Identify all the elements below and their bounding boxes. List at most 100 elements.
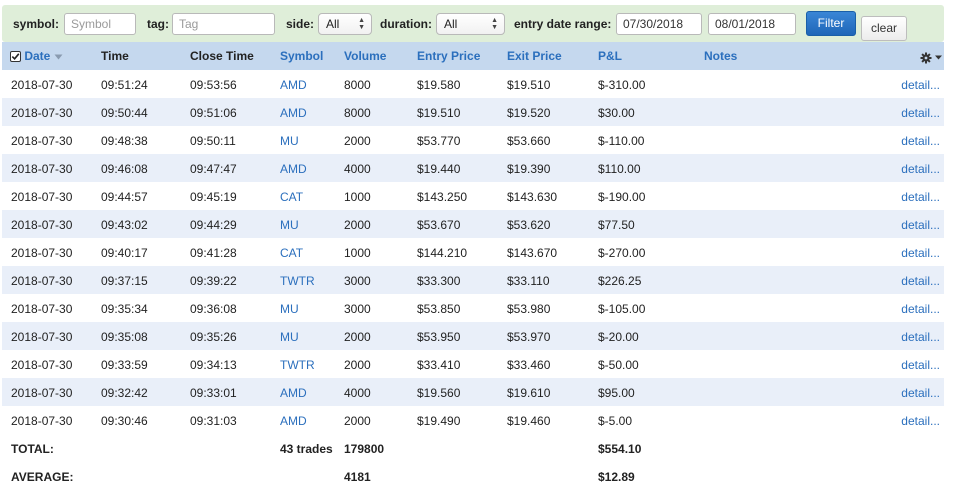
- date-cell: 2018-07-30: [11, 78, 73, 92]
- symbol-filter-input[interactable]: [64, 13, 136, 35]
- detail-link[interactable]: detail...: [901, 134, 940, 148]
- average-label: AVERAGE:: [11, 470, 74, 484]
- pl-cell: $226.25: [598, 274, 642, 288]
- volume-cell: 3000: [344, 302, 371, 316]
- entry-price-cell: $53.950: [417, 330, 461, 344]
- close-time-cell: 09:45:19: [190, 190, 237, 204]
- close-time-cell: 09:31:03: [190, 414, 237, 428]
- detail-link[interactable]: detail...: [901, 302, 940, 316]
- table-row: 2018-07-30 09:32:42 09:33:01 AMD 4000 $19.560…: [2, 378, 944, 406]
- time-cell: 09:30:46: [101, 414, 148, 428]
- time-cell: 09:37:15: [101, 274, 148, 288]
- duration-filter-label: duration:: [380, 17, 432, 31]
- volume-cell: 3000: [344, 274, 371, 288]
- entry-price-cell: $19.440: [417, 162, 461, 176]
- total-volume: 179800: [344, 442, 385, 456]
- table-row: 2018-07-30 09:46:08 09:47:47 AMD 4000 $19.440…: [2, 154, 944, 182]
- detail-link[interactable]: detail...: [901, 190, 940, 204]
- symbol-link[interactable]: AMD: [280, 386, 307, 400]
- symbol-link[interactable]: MU: [280, 302, 299, 316]
- exit-price-cell: $53.970: [507, 330, 551, 344]
- date-cell: 2018-07-30: [11, 162, 73, 176]
- clear-button[interactable]: clear: [861, 16, 907, 41]
- table-row: 2018-07-30 09:35:08 09:35:26 MU 2000 $53.950 $…: [2, 322, 944, 350]
- time-cell: 09:51:24: [101, 78, 148, 92]
- caret-down-icon[interactable]: [935, 55, 943, 60]
- time-cell: 09:40:17: [101, 246, 148, 260]
- entry-price-cell: $19.490: [417, 414, 461, 428]
- side-select[interactable]: All ▲ ▼: [318, 13, 372, 35]
- symbol-filter-label: symbol:: [13, 17, 60, 31]
- date-cell: 2018-07-30: [11, 218, 73, 232]
- date-cell: 2018-07-30: [11, 274, 73, 288]
- date-from-input[interactable]: [616, 13, 702, 35]
- symbol-link[interactable]: TWTR: [280, 358, 315, 372]
- entry-price-cell: $19.560: [417, 386, 461, 400]
- tag-filter-input[interactable]: [172, 13, 275, 35]
- exit-price-cell: $53.620: [507, 218, 551, 232]
- symbol-link[interactable]: AMD: [280, 78, 307, 92]
- date-to-input[interactable]: [708, 13, 796, 35]
- close-time-cell: 09:51:06: [190, 106, 237, 120]
- entry-price-cell: $53.850: [417, 302, 461, 316]
- symbol-link[interactable]: AMD: [280, 162, 307, 176]
- date-cell: 2018-07-30: [11, 330, 73, 344]
- exit-price-cell: $53.660: [507, 134, 551, 148]
- symbol-link[interactable]: MU: [280, 134, 299, 148]
- pl-cell: $110.00: [598, 162, 641, 176]
- average-pl: $12.89: [598, 470, 635, 484]
- detail-link[interactable]: detail...: [901, 162, 940, 176]
- detail-link[interactable]: detail...: [901, 274, 940, 288]
- date-cell: 2018-07-30: [11, 106, 73, 120]
- symbol-link[interactable]: TWTR: [280, 274, 315, 288]
- symbol-link[interactable]: CAT: [280, 246, 304, 260]
- pl-cell: $30.00: [598, 106, 635, 120]
- date-column-header[interactable]: Date: [10, 49, 63, 63]
- gear-icon[interactable]: [920, 52, 932, 64]
- column-settings-menu[interactable]: [920, 50, 943, 64]
- detail-link[interactable]: detail...: [901, 78, 940, 92]
- checkbox-checked-icon[interactable]: [10, 51, 21, 63]
- duration-select[interactable]: All ▲ ▼: [436, 13, 505, 35]
- sort-down-icon[interactable]: [54, 54, 63, 60]
- symbol-link[interactable]: AMD: [280, 106, 307, 120]
- pl-cell: $-310.00: [598, 78, 646, 92]
- total-trades-count: 43 trades: [280, 442, 333, 456]
- symbol-link[interactable]: MU: [280, 218, 299, 232]
- time-column-header[interactable]: Time: [101, 49, 129, 63]
- volume-cell: 1000: [344, 190, 371, 204]
- side-select-value: All: [326, 17, 340, 31]
- date-range-label: entry date range:: [514, 17, 612, 31]
- entry-price-cell: $53.670: [417, 218, 461, 232]
- pl-cell: $95.00: [598, 386, 635, 400]
- detail-link[interactable]: detail...: [901, 386, 940, 400]
- volume-cell: 1000: [344, 246, 371, 260]
- pl-cell: $-50.00: [598, 358, 639, 372]
- average-row: AVERAGE: 4181 $12.89: [2, 462, 944, 490]
- pl-column-header[interactable]: P&L: [598, 49, 622, 63]
- symbol-column-header[interactable]: Symbol: [280, 49, 324, 63]
- detail-link[interactable]: detail...: [901, 414, 940, 428]
- entry-price-column-header[interactable]: Entry Price: [417, 49, 481, 63]
- volume-cell: 2000: [344, 358, 371, 372]
- detail-link[interactable]: detail...: [901, 330, 940, 344]
- symbol-link[interactable]: MU: [280, 330, 299, 344]
- close-time-cell: 09:47:47: [190, 162, 237, 176]
- detail-link[interactable]: detail...: [901, 106, 940, 120]
- date-cell: 2018-07-30: [11, 190, 73, 204]
- detail-link[interactable]: detail...: [901, 358, 940, 372]
- close-time-cell: 09:50:11: [190, 134, 236, 148]
- total-label: TOTAL:: [11, 442, 54, 456]
- close-time-column-header[interactable]: Close Time: [190, 49, 254, 63]
- symbol-link[interactable]: CAT: [280, 190, 304, 204]
- filter-button[interactable]: Filter: [806, 11, 856, 36]
- detail-link[interactable]: detail...: [901, 218, 940, 232]
- time-cell: 09:44:57: [101, 190, 148, 204]
- notes-column-header[interactable]: Notes: [704, 49, 738, 63]
- volume-column-header[interactable]: Volume: [344, 49, 387, 63]
- detail-link[interactable]: detail...: [901, 246, 940, 260]
- exit-price-column-header[interactable]: Exit Price: [507, 49, 562, 63]
- symbol-link[interactable]: AMD: [280, 414, 307, 428]
- pl-cell: $-190.00: [598, 190, 646, 204]
